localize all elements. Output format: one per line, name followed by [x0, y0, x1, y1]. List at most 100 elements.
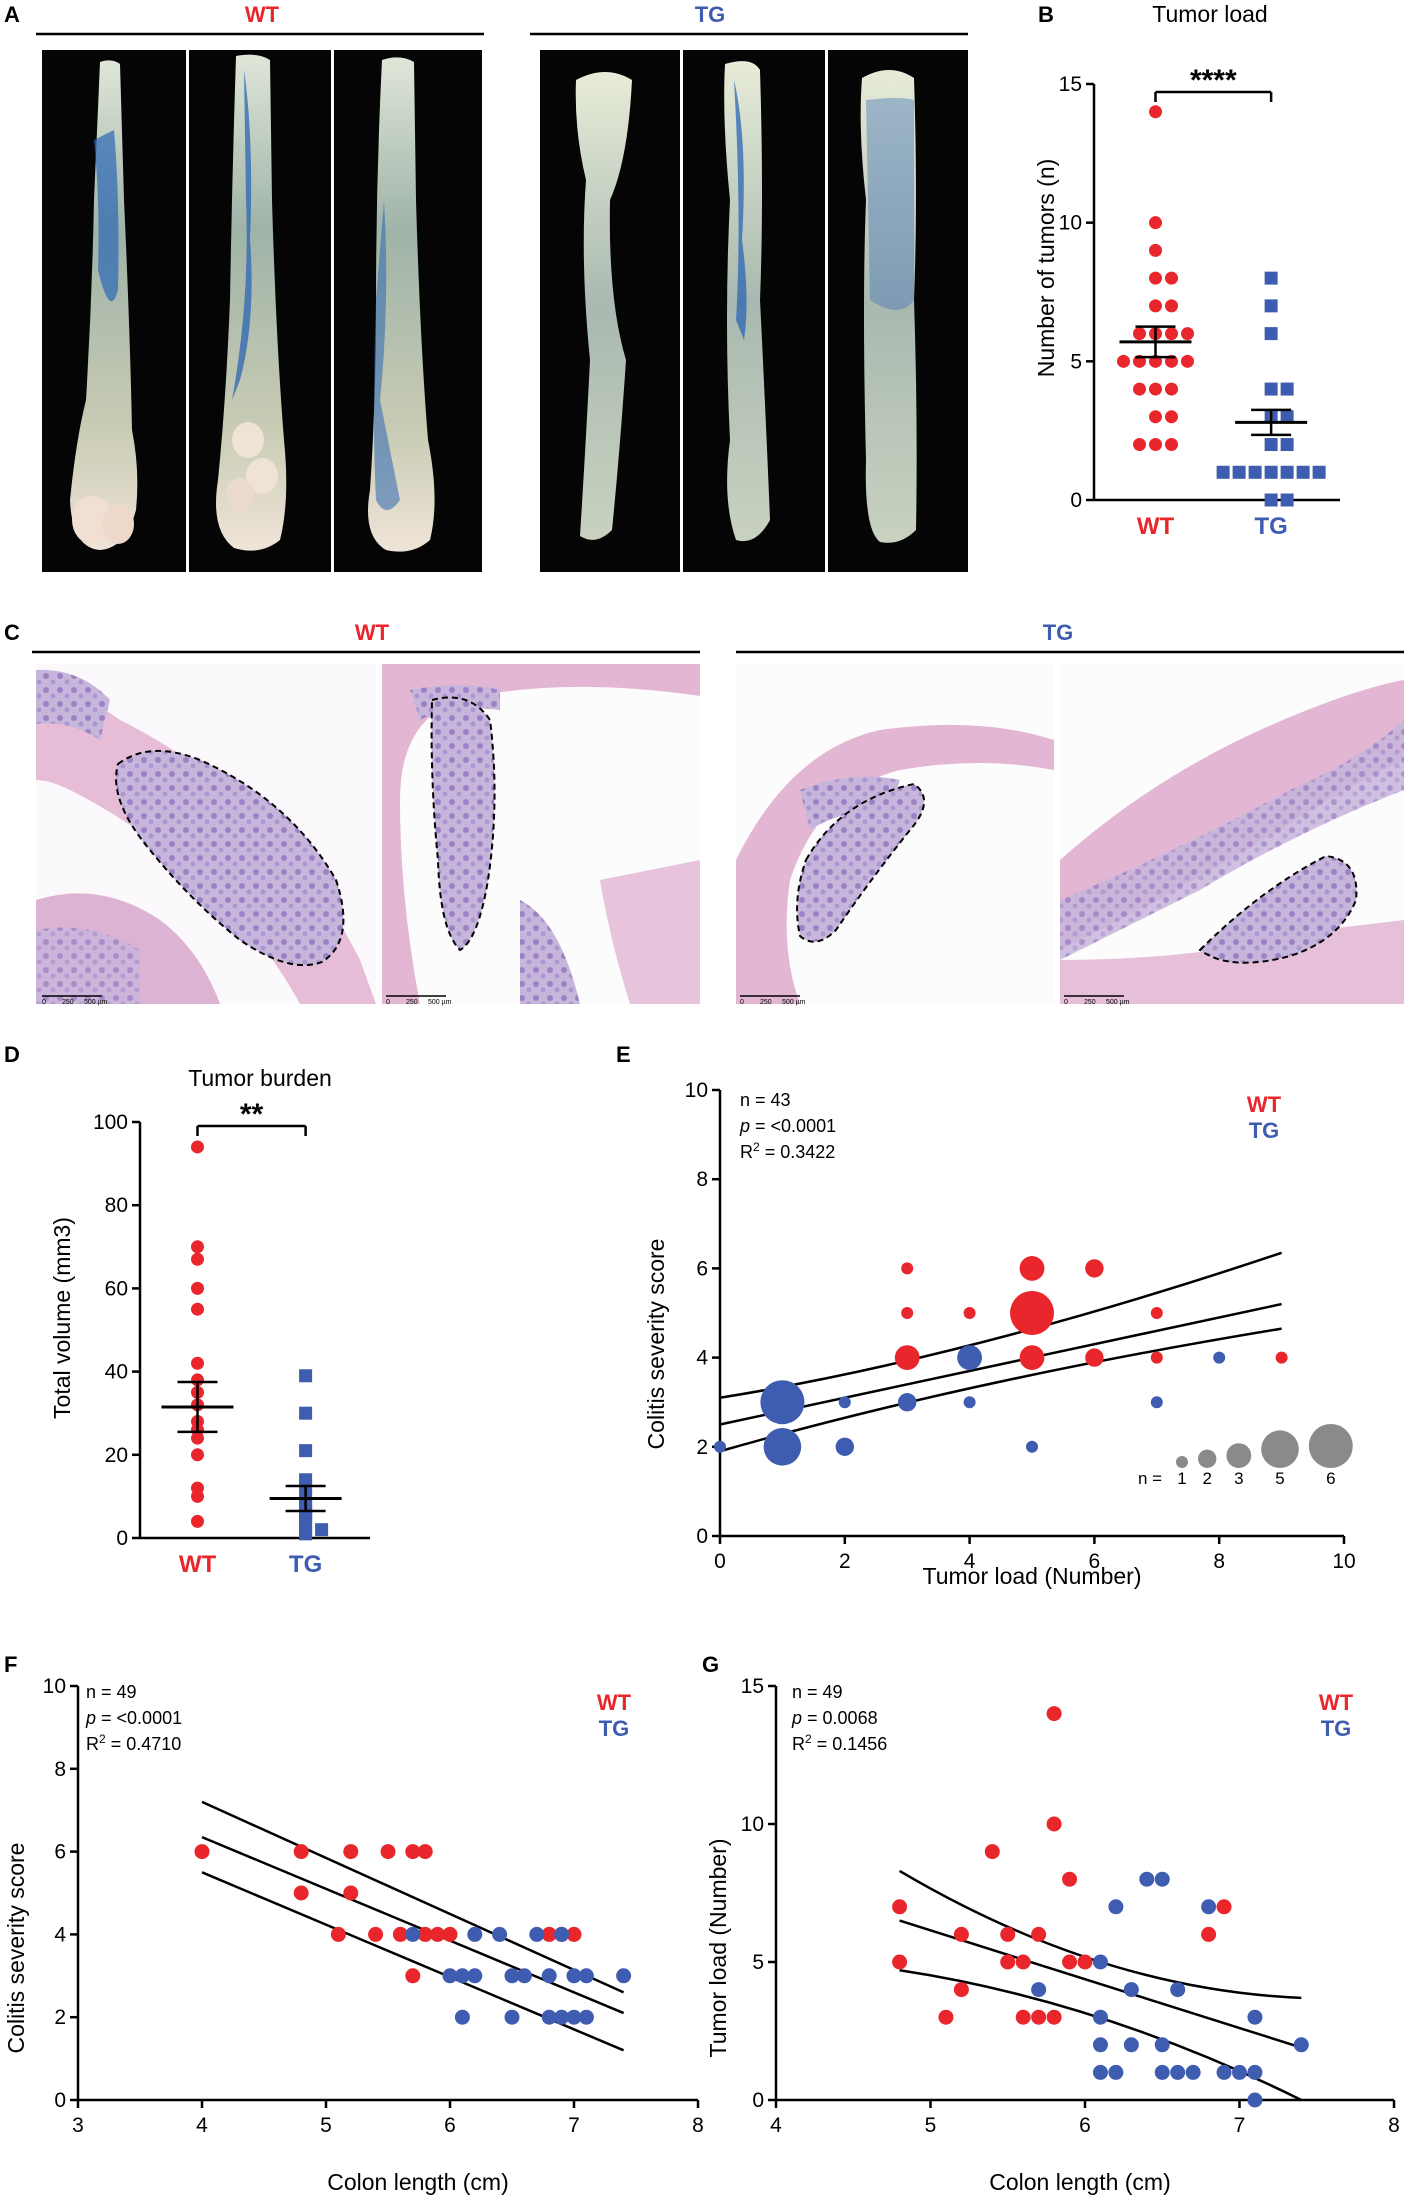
panel-f-xlabel: Colon length (cm) — [327, 2169, 509, 2195]
stat-r2: R2 = 0.4710 — [86, 1732, 181, 1754]
data-point — [1117, 354, 1130, 368]
data-point — [901, 1262, 914, 1275]
y-tick-label: 2 — [696, 1436, 708, 1459]
data-point — [1010, 1291, 1054, 1335]
data-point — [504, 2009, 520, 2025]
x-tick-label: 0 — [714, 1550, 726, 1573]
panel-f-stats: n = 49 p = <0.0001 R2 = 0.4710 — [85, 1682, 182, 1754]
scale-bars: 0 250 500 µm 0 250 500 µm 0 250 500 µm 0… — [42, 995, 1130, 1006]
panel-d-letter: D — [4, 1042, 20, 1067]
y-tick-label: 0 — [696, 1525, 708, 1548]
y-tick-label: 0 — [752, 2089, 764, 2112]
data-point — [1149, 410, 1162, 424]
data-point — [578, 1968, 594, 1984]
data-point — [1085, 1259, 1104, 1278]
panel-d: D Tumor burden Total volume (mm3) 0 20 40 6… — [4, 1042, 370, 1578]
x-tick-label: 6 — [1089, 1550, 1101, 1573]
y-tick-label: 10 — [43, 1675, 66, 1698]
data-point — [938, 2009, 954, 2025]
data-point — [760, 1380, 805, 1425]
stat-p: p = 0.0068 — [791, 1708, 878, 1728]
stat-n: n = 49 — [792, 1682, 843, 1702]
data-point — [293, 1885, 309, 1901]
panel-f-plot: 0 2 4 6 8 10 3 4 5 6 7 8 — [43, 1675, 704, 2137]
data-point — [405, 1926, 421, 1942]
data-point — [1216, 1899, 1232, 1915]
data-point — [1149, 105, 1162, 119]
data-point — [1149, 271, 1162, 285]
scale-label-0: 0 — [42, 999, 46, 1006]
data-point — [1015, 1954, 1031, 1970]
data-point — [1092, 1954, 1108, 1970]
y-tick-label: 8 — [696, 1168, 708, 1191]
data-point — [299, 1369, 313, 1383]
data-point — [1264, 493, 1278, 507]
legend-wt: WT — [1247, 1092, 1282, 1117]
scale-label-1: 250 — [406, 999, 418, 1006]
data-point — [191, 1140, 204, 1154]
data-point — [566, 1926, 582, 1942]
size-legend-label: 6 — [1326, 1469, 1335, 1488]
data-point — [380, 1844, 396, 1860]
size-legend-label: 3 — [1234, 1469, 1243, 1488]
y-tick-label: 6 — [54, 1841, 66, 1864]
data-point — [1216, 2064, 1232, 2080]
data-point — [1185, 2064, 1201, 2080]
data-point — [191, 1281, 204, 1295]
stat-p: p = <0.0001 — [85, 1708, 182, 1728]
data-point — [1280, 493, 1294, 507]
y-tick-label: 10 — [685, 1079, 708, 1102]
data-point — [1216, 465, 1230, 479]
data-point — [1062, 1954, 1078, 1970]
data-point — [1247, 2009, 1263, 2025]
ci-upper — [201, 1800, 625, 1994]
panel-g-letter: G — [702, 1652, 719, 1677]
y-tick-label: 4 — [54, 1923, 66, 1946]
data-point — [1133, 327, 1146, 341]
data-point — [1293, 2037, 1309, 2053]
x-tick-label: 5 — [925, 2114, 937, 2137]
scale-label-0: 0 — [386, 999, 390, 1006]
data-point — [1046, 2009, 1062, 2025]
data-point — [191, 1514, 204, 1528]
data-point — [1264, 299, 1278, 313]
panel-g-xlabel: Colon length (cm) — [989, 2169, 1171, 2195]
data-point — [1165, 410, 1178, 424]
size-legend-prefix: n = — [1138, 1469, 1162, 1488]
panel-g-ylabel: Tumor load (Number) — [705, 1839, 731, 2058]
data-point — [578, 2009, 594, 2025]
data-point — [1092, 2009, 1108, 2025]
x-tick-label: 4 — [964, 1550, 976, 1573]
data-point — [1165, 382, 1178, 396]
data-point — [1019, 1345, 1045, 1370]
legend-tg: TG — [599, 1716, 630, 1741]
data-point — [315, 1523, 329, 1537]
data-point — [1201, 1926, 1217, 1942]
scale-label-2: 500 µm — [1106, 999, 1130, 1006]
panel-b: B Tumor load Number of tumors (n) 0 5 10 15… — [1033, 1, 1340, 540]
ci-lower — [719, 1327, 1282, 1453]
fit-line — [201, 1835, 625, 2015]
data-point — [1019, 1256, 1045, 1281]
data-point — [299, 1406, 313, 1420]
y-tick-label: 20 — [105, 1444, 128, 1467]
data-point — [1248, 465, 1262, 479]
y-tick-label: 60 — [105, 1277, 128, 1300]
data-point — [1031, 1926, 1047, 1942]
scale-label-1: 250 — [1084, 999, 1096, 1006]
panel-c-wt-label: WT — [355, 620, 390, 645]
data-point — [1280, 465, 1294, 479]
data-point — [299, 1444, 313, 1458]
stat-n: n = 43 — [740, 1090, 791, 1110]
x-tick-label: 6 — [444, 2114, 456, 2137]
y-tick-label: 4 — [696, 1347, 708, 1370]
data-point — [330, 1926, 346, 1942]
data-point — [1108, 1899, 1124, 1915]
data-point — [1201, 1899, 1217, 1915]
data-point — [953, 1982, 969, 1998]
x-tick-label: 8 — [692, 2114, 704, 2137]
size-legend: n = 1 2 3 5 6 — [1138, 1424, 1353, 1488]
panel-a: A WT TG — [4, 2, 968, 572]
panel-e-ylabel: Colitis severity score — [643, 1239, 669, 1450]
